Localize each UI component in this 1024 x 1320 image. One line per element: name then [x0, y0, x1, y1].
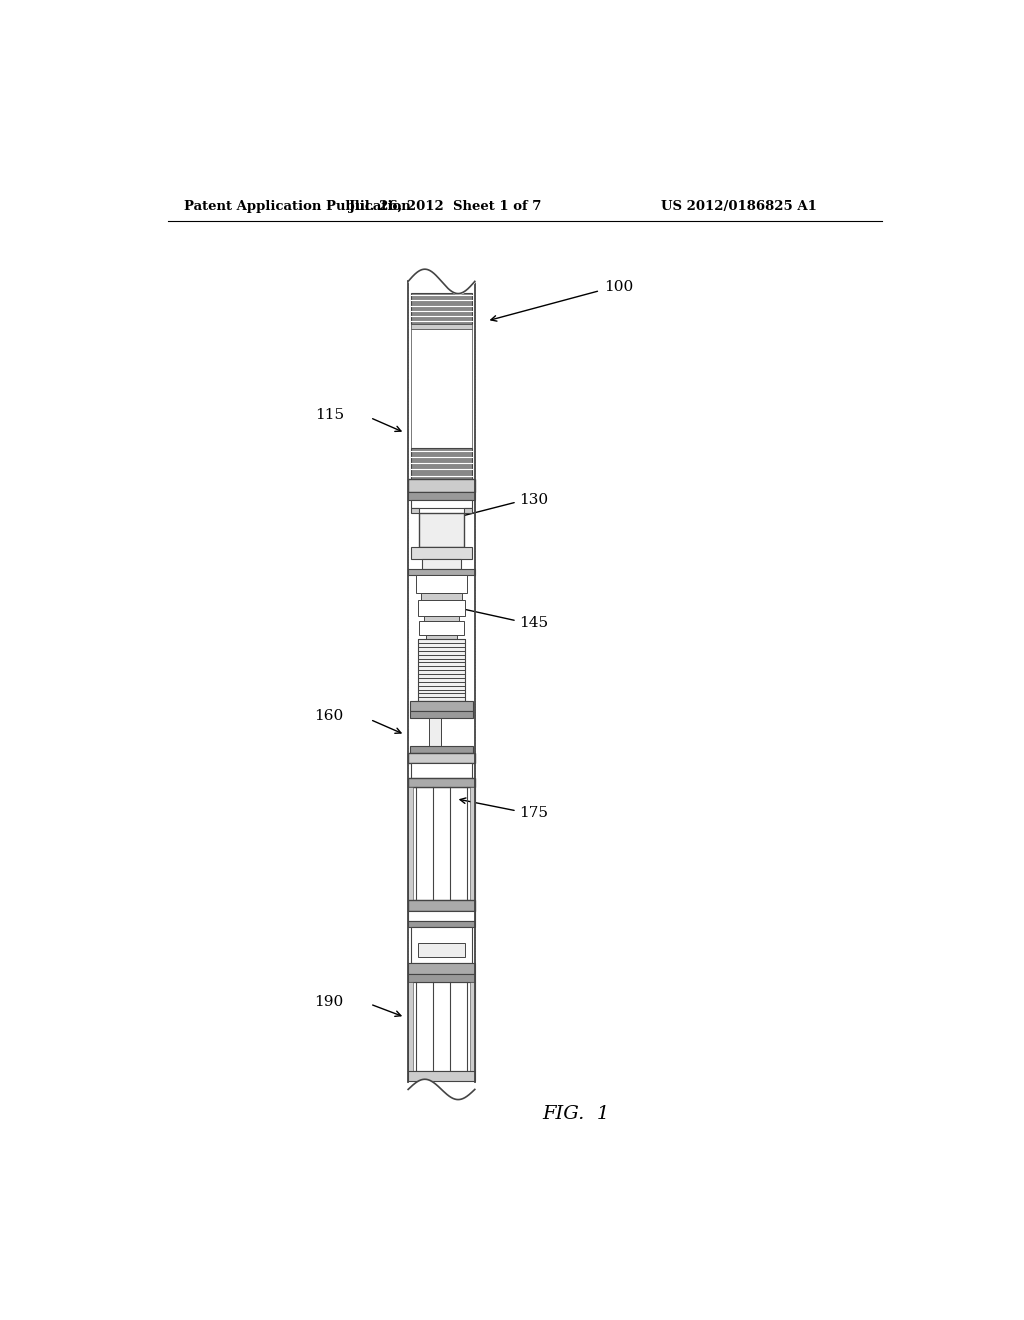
Bar — [409, 779, 475, 787]
Bar — [412, 546, 472, 558]
Bar — [410, 746, 473, 752]
Bar — [470, 982, 475, 1071]
Bar — [409, 900, 475, 911]
Bar — [410, 701, 473, 711]
Bar — [419, 513, 464, 546]
Bar — [409, 752, 475, 763]
Text: 175: 175 — [519, 807, 548, 820]
Bar — [416, 576, 467, 594]
Bar — [409, 921, 475, 927]
Bar — [409, 982, 475, 1071]
Text: 145: 145 — [519, 616, 549, 630]
Bar — [410, 711, 473, 718]
Bar — [421, 594, 462, 599]
Bar — [409, 911, 475, 921]
Text: 130: 130 — [519, 492, 549, 507]
Bar — [411, 763, 472, 779]
Bar — [409, 974, 475, 982]
Bar — [409, 479, 475, 492]
Text: US 2012/0186825 A1: US 2012/0186825 A1 — [662, 199, 817, 213]
Bar — [416, 701, 468, 706]
Text: Patent Application Publication: Patent Application Publication — [183, 199, 411, 213]
Text: FIG.  1: FIG. 1 — [543, 1105, 610, 1123]
Bar — [412, 508, 419, 513]
Bar — [409, 982, 413, 1071]
Bar — [464, 508, 472, 513]
Bar — [424, 615, 459, 620]
Text: 190: 190 — [314, 995, 344, 1008]
Bar — [423, 558, 461, 569]
Bar — [412, 500, 472, 508]
Bar — [418, 599, 465, 616]
Bar — [412, 329, 472, 447]
Bar — [409, 787, 475, 900]
Text: Jul. 26, 2012  Sheet 1 of 7: Jul. 26, 2012 Sheet 1 of 7 — [349, 199, 542, 213]
Bar — [426, 635, 458, 639]
Text: 100: 100 — [604, 280, 634, 294]
Bar — [409, 569, 475, 576]
Bar — [412, 293, 472, 325]
Bar — [409, 1071, 475, 1081]
Bar — [419, 620, 464, 635]
Bar — [418, 942, 465, 957]
Bar — [412, 325, 472, 329]
Bar — [412, 927, 472, 964]
Bar — [412, 447, 472, 479]
Bar — [470, 787, 475, 900]
Bar — [409, 492, 475, 500]
Bar — [409, 964, 475, 974]
Bar — [418, 639, 465, 701]
Bar — [429, 718, 441, 746]
Text: 160: 160 — [314, 709, 344, 723]
Bar — [409, 787, 413, 900]
Text: 115: 115 — [314, 408, 344, 421]
